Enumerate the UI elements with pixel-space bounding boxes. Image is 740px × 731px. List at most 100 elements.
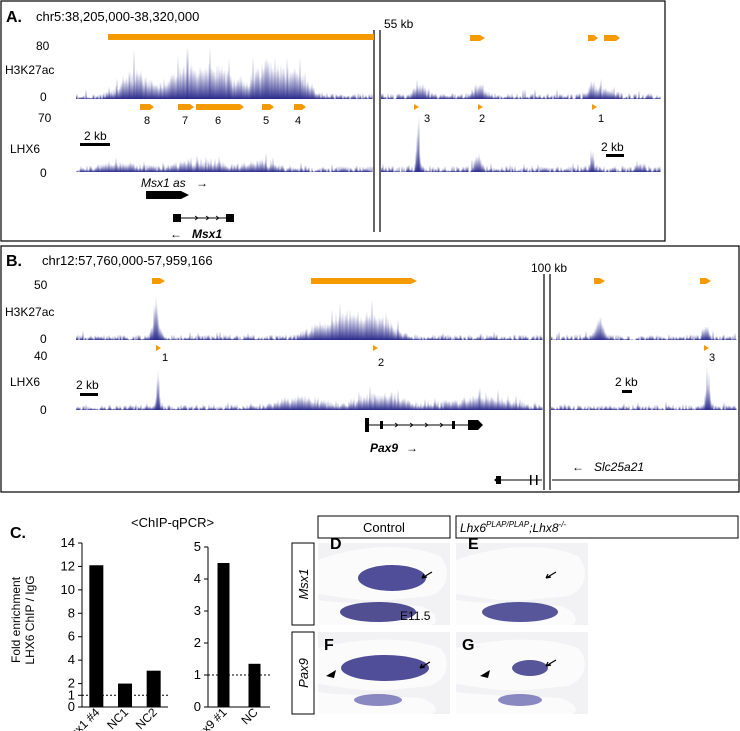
panel-a-track1-max: 80 xyxy=(36,39,50,53)
bar xyxy=(217,563,230,707)
region-label-7: 7 xyxy=(182,115,188,127)
region-arrow-b2 xyxy=(373,345,378,351)
msx1-exon xyxy=(226,214,234,222)
panel-a-scalebar-right-label: 2 kb xyxy=(601,140,624,154)
ish-f-arrowhead-icon xyxy=(326,670,336,678)
panel-a-coords: chr5:38,205,000-38,320,000 xyxy=(36,9,199,24)
region-arrow-2 xyxy=(478,104,483,110)
col-header-mutant xyxy=(455,515,739,539)
msx1-as-gene-model xyxy=(146,191,189,199)
panel-b: B. chr12:57,760,000-57,959,166 100 kb 50… xyxy=(0,245,740,493)
panel-c: C. <ChIP-qPCR> Fold enrichment LHX6 ChIP… xyxy=(9,515,270,731)
pax9-exon xyxy=(365,418,369,432)
ish-d-letter: D xyxy=(330,536,342,553)
ish-d-arrow-icon xyxy=(421,571,433,579)
panel-a-lhx6-track xyxy=(76,116,661,172)
panel-a: A. chr5:38,205,000-38,320,000 55 kb 80 H… xyxy=(0,0,666,242)
panel-b-track1-name: H3K27ac xyxy=(5,305,54,319)
bar xyxy=(118,683,132,707)
ish-g-signal xyxy=(498,694,542,706)
slc25a21-exon xyxy=(530,475,532,485)
panel-a-scalebar-left xyxy=(80,143,110,146)
row-header-pax9 xyxy=(291,631,315,715)
region-arrow-7 xyxy=(178,104,194,110)
ish-f-arrow-icon xyxy=(419,661,431,669)
x-tick-label: NC1 xyxy=(104,705,131,731)
ish-image-d: D E11.5 xyxy=(318,536,450,625)
panel-a-track1-name: H3K27ac xyxy=(5,63,54,77)
panel-c-ylabel-line1: Fold enrichment xyxy=(9,576,23,663)
row-header-msx1 xyxy=(291,542,315,626)
msx1-exon xyxy=(173,214,181,222)
y-tick-label: 3 xyxy=(194,603,201,618)
bar xyxy=(146,670,161,707)
col-header-control-label: Control xyxy=(363,520,405,535)
panel-a-top-region-arrow xyxy=(588,35,598,41)
y-tick-label: 4 xyxy=(68,652,75,667)
region-label-b3: 3 xyxy=(709,352,715,364)
slc25a21-arrow: ← xyxy=(572,460,584,474)
y-tick-label: 14 xyxy=(61,535,75,550)
panel-b-break-label: 100 kb xyxy=(531,261,567,275)
region-arrow-5 xyxy=(262,104,274,110)
region-arrow-b3 xyxy=(704,345,709,351)
region-arrow-4 xyxy=(294,104,306,110)
ish-g-letter: G xyxy=(462,637,474,654)
panel-ish: Control Lhx6PLAP/PLAP;Lhx8-/- Msx1 Pax9 … xyxy=(291,515,739,715)
panel-a-top-region-bar xyxy=(108,34,374,40)
pax9-exon xyxy=(380,421,383,429)
panel-a-break-label: 55 kb xyxy=(384,17,414,31)
y-tick-label: 6 xyxy=(68,629,75,644)
ish-image-e: E xyxy=(456,536,588,625)
pax9-arrow: → xyxy=(406,441,418,455)
region-arrow-8 xyxy=(140,104,154,110)
region-arrow-1 xyxy=(592,104,597,110)
region-label-3: 3 xyxy=(424,113,430,125)
y-tick-label: 0 xyxy=(68,699,75,714)
panel-a-track2-name: LHX6 xyxy=(10,142,40,156)
ish-e-arrow-icon xyxy=(545,571,557,579)
region-label-1: 1 xyxy=(598,113,604,125)
panel-b-coords: chr12:57,760,000-57,959,166 xyxy=(42,253,213,268)
panel-b-track1-min: 0 xyxy=(40,332,47,346)
bar xyxy=(89,565,104,707)
region-label-8: 8 xyxy=(144,115,150,127)
panel-b-top-region-arrow xyxy=(700,278,711,284)
panel-b-scalebar-right xyxy=(622,390,632,393)
panel-b-scalebar-right-label: 2 kb xyxy=(615,375,638,389)
region-arrow-b1 xyxy=(156,345,161,351)
msx1-strand-ticks xyxy=(194,215,220,221)
panel-a-letter: A. xyxy=(6,9,22,26)
x-tick-label: NC2 xyxy=(133,705,160,731)
panel-b-top-region-arrow xyxy=(594,278,605,284)
y-tick-label: 2 xyxy=(194,635,201,650)
panel-a-top-region-arrow xyxy=(604,35,620,41)
panel-b-frame xyxy=(0,245,740,493)
x-tick-label: NC xyxy=(238,705,260,727)
ish-image-f: F xyxy=(318,632,450,714)
region-label-b2: 2 xyxy=(378,357,384,369)
y-tick-label: 1 xyxy=(68,687,75,702)
ish-f-signal xyxy=(341,655,429,681)
pax9-exon xyxy=(468,420,483,430)
ish-f-letter: F xyxy=(324,637,334,654)
region-label-5: 5 xyxy=(263,115,269,127)
ish-image-g: G xyxy=(456,632,588,714)
pax9-gene-label: Pax9 xyxy=(370,441,398,455)
panel-a-h3k27ac-track xyxy=(76,47,661,99)
ish-stage-label: E11.5 xyxy=(400,609,431,623)
slc25a21-exon xyxy=(496,476,501,484)
ish-d-signal xyxy=(340,602,416,622)
y-tick-label: 10 xyxy=(61,582,75,597)
panel-b-letter: B. xyxy=(6,253,22,270)
ish-g-arrow-icon xyxy=(545,659,557,667)
panel-a-frame xyxy=(0,0,666,242)
ish-g-arrowhead-icon xyxy=(480,670,490,678)
panel-b-track2-name: LHX6 xyxy=(10,375,40,389)
panel-a-scalebar-left-label: 2 kb xyxy=(84,129,107,143)
panel-b-h3k27ac-track xyxy=(76,295,737,340)
panel-a-track2-min: 0 xyxy=(40,166,47,180)
panel-b-scalebar-left xyxy=(80,393,98,396)
